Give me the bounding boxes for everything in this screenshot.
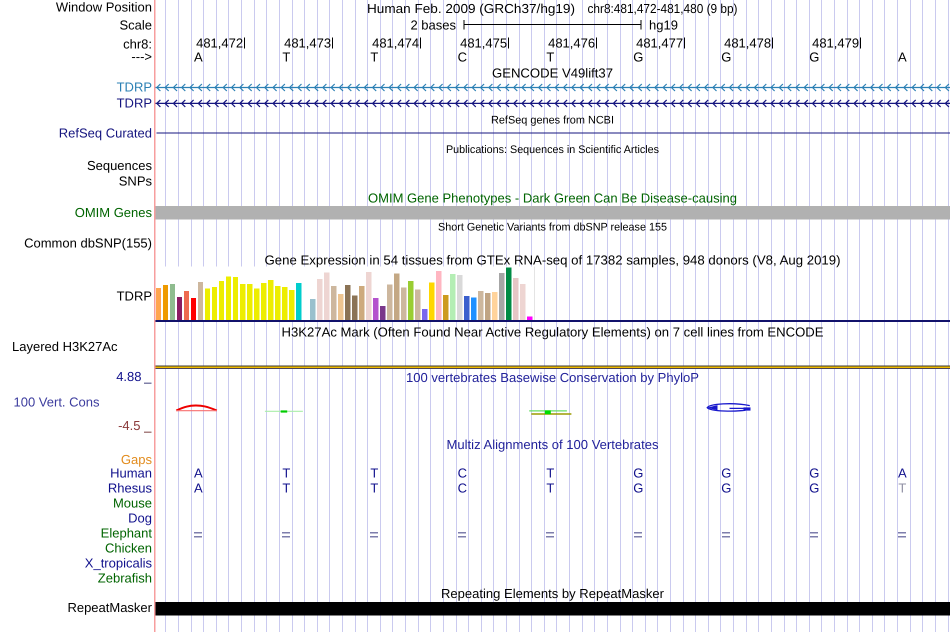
svg-text:RefSeq genes from NCBI: RefSeq genes from NCBI bbox=[491, 115, 614, 127]
svg-text:A: A bbox=[194, 481, 203, 496]
svg-text:481,478: 481,478 bbox=[724, 36, 771, 51]
svg-text:100 vertebrates Basewise Conse: 100 vertebrates Basewise Conservation by… bbox=[406, 370, 699, 385]
svg-text:chr8:: chr8: bbox=[123, 37, 152, 52]
svg-text:T: T bbox=[370, 481, 378, 496]
svg-text:GENCODE V49lift37: GENCODE V49lift37 bbox=[492, 66, 613, 81]
svg-text:T: T bbox=[546, 481, 554, 496]
svg-text:481,479: 481,479 bbox=[812, 36, 859, 51]
svg-text:-4.5: -4.5 bbox=[118, 418, 140, 433]
svg-text:Publications: Sequences in Sci: Publications: Sequences in Scientific Ar… bbox=[446, 144, 659, 156]
svg-text:481,474: 481,474 bbox=[372, 36, 419, 51]
svg-text:C: C bbox=[458, 50, 467, 65]
svg-text:Scale: Scale bbox=[119, 18, 152, 33]
svg-text:Gene Expression in 54 tissues: Gene Expression in 54 tissues from GTEx … bbox=[265, 253, 841, 268]
svg-text:H3K27Ac Mark (Often Found Near: H3K27Ac Mark (Often Found Near Active Re… bbox=[282, 324, 824, 339]
svg-text:T: T bbox=[282, 466, 290, 481]
svg-text:TDRP: TDRP bbox=[117, 289, 152, 304]
svg-text:Sequences: Sequences bbox=[87, 158, 153, 173]
svg-text:481,477: 481,477 bbox=[636, 36, 683, 51]
svg-text:Chicken: Chicken bbox=[105, 541, 152, 556]
svg-text:TDRP: TDRP bbox=[117, 80, 152, 95]
svg-text:G: G bbox=[809, 466, 819, 481]
svg-text:A: A bbox=[898, 466, 907, 481]
svg-text:T: T bbox=[370, 466, 378, 481]
svg-text:T: T bbox=[282, 50, 290, 65]
svg-text:RefSeq Curated: RefSeq Curated bbox=[59, 126, 152, 141]
svg-text:T: T bbox=[898, 481, 906, 496]
svg-text:100 Vert. Cons: 100 Vert. Cons bbox=[14, 395, 100, 410]
svg-text:T: T bbox=[546, 466, 554, 481]
svg-text:C: C bbox=[458, 466, 467, 481]
svg-text:G: G bbox=[721, 50, 731, 65]
svg-text:4.88: 4.88 bbox=[116, 369, 141, 384]
svg-text:OMIM Genes: OMIM Genes bbox=[75, 205, 153, 220]
svg-text:Layered H3K27Ac: Layered H3K27Ac bbox=[12, 339, 118, 354]
svg-text:Common dbSNP(155): Common dbSNP(155) bbox=[24, 236, 152, 251]
svg-text:Short Genetic Variants from db: Short Genetic Variants from dbSNP releas… bbox=[438, 222, 667, 234]
svg-text:OMIM Gene Phenotypes - Dark Gr: OMIM Gene Phenotypes - Dark Green Can Be… bbox=[368, 191, 737, 206]
svg-text:Elephant: Elephant bbox=[101, 526, 153, 541]
svg-text:481,475: 481,475 bbox=[460, 36, 507, 51]
svg-text:chr8:481,472-481,480 (9 bp): chr8:481,472-481,480 (9 bp) bbox=[588, 1, 738, 16]
svg-text:hg19: hg19 bbox=[649, 18, 678, 33]
svg-text:Human Feb. 2009 (GRCh37/hg19): Human Feb. 2009 (GRCh37/hg19) bbox=[367, 1, 575, 16]
svg-text:--->: ---> bbox=[131, 49, 152, 64]
svg-text:A: A bbox=[194, 466, 203, 481]
svg-text:G: G bbox=[633, 50, 643, 65]
svg-text:Repeating Elements by RepeatMa: Repeating Elements by RepeatMasker bbox=[441, 586, 665, 601]
svg-text:RepeatMasker: RepeatMasker bbox=[67, 600, 152, 615]
svg-text:Mouse: Mouse bbox=[113, 496, 152, 511]
svg-text:G: G bbox=[809, 50, 819, 65]
svg-text:A: A bbox=[194, 50, 203, 65]
svg-text:T: T bbox=[370, 50, 378, 65]
svg-text:Rhesus: Rhesus bbox=[108, 481, 153, 496]
svg-text:G: G bbox=[721, 466, 731, 481]
svg-text:G: G bbox=[809, 481, 819, 496]
svg-text:Window Position: Window Position bbox=[56, 0, 152, 15]
svg-text:Gaps: Gaps bbox=[121, 452, 153, 467]
svg-text:Dog: Dog bbox=[128, 511, 152, 526]
svg-text:X_tropicalis: X_tropicalis bbox=[85, 556, 153, 571]
svg-text:481,472: 481,472 bbox=[196, 36, 243, 51]
svg-text:481,473: 481,473 bbox=[284, 36, 331, 51]
svg-text:A: A bbox=[898, 50, 907, 65]
svg-text:Human: Human bbox=[110, 466, 152, 481]
svg-text:481,476: 481,476 bbox=[548, 36, 595, 51]
svg-text:G: G bbox=[721, 481, 731, 496]
svg-text:Zebrafish: Zebrafish bbox=[98, 571, 152, 586]
svg-text:2 bases: 2 bases bbox=[410, 18, 456, 33]
svg-text:T: T bbox=[546, 50, 554, 65]
svg-text:TDRP: TDRP bbox=[117, 96, 152, 111]
svg-text:Multiz Alignments of 100 Verte: Multiz Alignments of 100 Vertebrates bbox=[447, 437, 659, 452]
svg-text:T: T bbox=[282, 481, 290, 496]
svg-text:SNPs: SNPs bbox=[119, 174, 153, 189]
svg-text:G: G bbox=[633, 481, 643, 496]
svg-text:C: C bbox=[458, 481, 467, 496]
svg-text:G: G bbox=[633, 466, 643, 481]
